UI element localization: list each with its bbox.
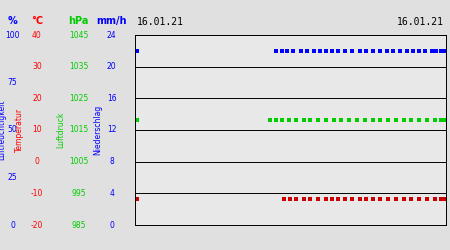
- Text: 30: 30: [32, 62, 42, 71]
- Text: Niederschlag: Niederschlag: [94, 105, 103, 155]
- Text: 4: 4: [109, 189, 114, 198]
- Text: Temperatur: Temperatur: [15, 108, 24, 152]
- Text: 16: 16: [107, 94, 117, 103]
- Text: 100: 100: [5, 30, 20, 40]
- Text: 1005: 1005: [69, 157, 89, 166]
- Text: °C: °C: [31, 16, 43, 26]
- Text: %: %: [8, 16, 18, 26]
- Text: 24: 24: [107, 30, 117, 40]
- Text: 0: 0: [109, 220, 114, 230]
- Text: 0: 0: [35, 157, 39, 166]
- Text: 25: 25: [8, 173, 18, 182]
- Text: 985: 985: [72, 220, 86, 230]
- Text: 1015: 1015: [69, 126, 88, 134]
- Text: 20: 20: [107, 62, 117, 71]
- Text: hPa: hPa: [68, 16, 89, 26]
- Text: 10: 10: [32, 126, 42, 134]
- Text: 50: 50: [8, 126, 18, 134]
- Text: 40: 40: [32, 30, 42, 40]
- Text: Luftdruck: Luftdruck: [56, 112, 65, 148]
- Text: 16.01.21: 16.01.21: [136, 18, 184, 28]
- Text: 1045: 1045: [69, 30, 89, 40]
- Text: 0: 0: [10, 220, 15, 230]
- Text: 1035: 1035: [69, 62, 89, 71]
- Text: 995: 995: [72, 189, 86, 198]
- Text: -10: -10: [31, 189, 43, 198]
- Text: Luftfeuchtigkeit: Luftfeuchtigkeit: [0, 100, 7, 160]
- Text: mm/h: mm/h: [96, 16, 127, 26]
- Text: 12: 12: [107, 126, 117, 134]
- Text: 16.01.21: 16.01.21: [397, 18, 444, 28]
- Text: 1025: 1025: [69, 94, 88, 103]
- Text: -20: -20: [31, 220, 43, 230]
- Text: 75: 75: [8, 78, 18, 87]
- Text: 8: 8: [109, 157, 114, 166]
- Text: 20: 20: [32, 94, 42, 103]
